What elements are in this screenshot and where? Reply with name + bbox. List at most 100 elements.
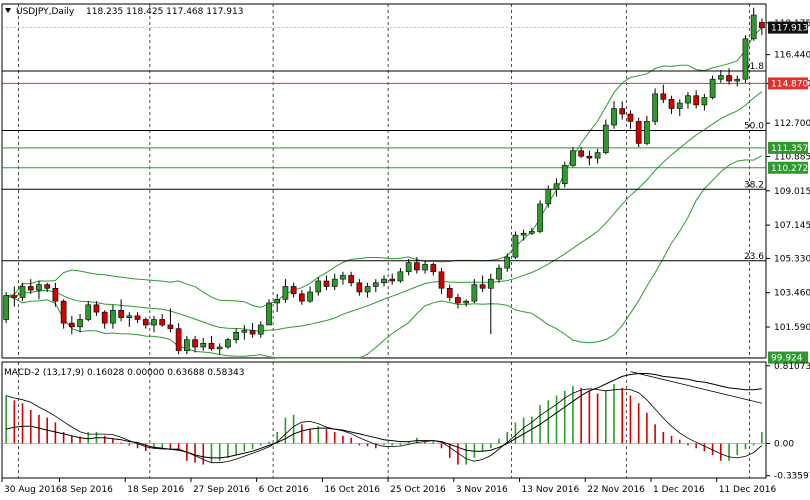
candle [717, 75, 724, 80]
candle [307, 291, 313, 302]
candle [101, 311, 108, 324]
candle [233, 332, 239, 340]
candle [11, 295, 18, 298]
candle [364, 286, 371, 293]
candle [167, 324, 174, 329]
macd-trendline [630, 371, 762, 404]
x-tick-label: 18 Sep 2016 [127, 485, 184, 495]
price-label-text: 110.272 [771, 164, 808, 174]
candle [331, 278, 338, 287]
fib-level-label: 61.8 [744, 62, 764, 72]
candle [487, 278, 494, 289]
price-label-box [768, 21, 808, 34]
candle [372, 282, 379, 287]
candle [693, 95, 700, 106]
price-label-box [768, 141, 808, 154]
candle [118, 310, 124, 318]
macd-pane: 0.81073 0.00 -0.33597 [1, 361, 810, 482]
price-label-text: 114.870 [771, 79, 808, 89]
candle [381, 278, 387, 284]
candle [570, 150, 576, 166]
y-tick-label: 101.590 [774, 323, 810, 333]
candle [110, 310, 116, 324]
candle [602, 124, 609, 153]
candle [438, 271, 445, 289]
candle [356, 282, 363, 293]
candle [397, 271, 404, 282]
upper-band [6, 27, 763, 308]
candle [627, 113, 634, 122]
x-tick-label: 27 Sep 2016 [193, 485, 250, 495]
candle [463, 300, 469, 304]
candle [734, 78, 741, 82]
candle [529, 231, 535, 234]
candle [422, 264, 428, 271]
candle [323, 280, 330, 287]
candle [668, 99, 675, 109]
fib-level-label: 38.2 [744, 180, 764, 190]
candle [479, 284, 486, 289]
price-label-text: 99.924 [771, 354, 803, 364]
candle [446, 288, 453, 298]
candle [208, 343, 215, 350]
candle [635, 121, 642, 144]
candle [496, 267, 502, 280]
candle [660, 93, 667, 100]
x-tick-label: 8 Sep 2016 [62, 485, 114, 495]
candle [93, 304, 100, 313]
candle [561, 165, 568, 185]
candle [405, 262, 412, 273]
candle [85, 304, 92, 320]
candle [134, 315, 141, 320]
candle [36, 284, 42, 291]
collapse-icon [5, 8, 11, 13]
fib-level-label: 50.0 [744, 122, 764, 132]
y-tick-label: 112.700 [774, 119, 810, 129]
candle [759, 22, 765, 29]
macd-y-tick-label: 0.81073 [774, 362, 810, 372]
candle [709, 78, 716, 98]
candle [68, 322, 75, 328]
candle [611, 108, 617, 126]
candle [3, 295, 9, 320]
candle [742, 38, 749, 80]
price-label-box [768, 161, 808, 174]
lower-band [5, 155, 763, 359]
candle [644, 121, 650, 144]
candle [216, 346, 223, 350]
y-tick-label: 105.330 [774, 254, 810, 264]
chart-title: USDJPY,Daily [16, 7, 75, 17]
price-pane: 61.850.038.223.6118.175116.440114.870112… [1, 3, 810, 364]
x-tick-label: 13 Nov 2016 [522, 485, 580, 495]
candle [77, 319, 83, 328]
candle [192, 339, 198, 348]
candle [299, 293, 305, 302]
candle [315, 280, 322, 293]
candle [142, 319, 149, 326]
price-label-box [768, 351, 808, 364]
candle [249, 330, 256, 335]
candle [619, 108, 626, 115]
middle-band [6, 91, 763, 332]
candle [414, 262, 420, 271]
candle [225, 339, 231, 348]
candle [159, 319, 166, 326]
candle [340, 275, 346, 280]
candle [652, 93, 658, 122]
candle [60, 300, 67, 324]
candle [520, 232, 527, 236]
candle [586, 155, 593, 159]
candle [537, 203, 543, 232]
x-tick-label: 6 Oct 2016 [259, 485, 309, 495]
candle [594, 152, 601, 159]
macd-y-tick-label: 0.00 [774, 439, 794, 449]
macd-main-line [5, 388, 763, 464]
candle [290, 286, 297, 295]
x-tick-label: 30 Aug 2016 [4, 485, 62, 495]
candle [27, 286, 34, 291]
candle [545, 188, 552, 205]
price-label-text: 117.913 [771, 24, 808, 34]
candle [685, 95, 691, 104]
candle [348, 275, 354, 284]
